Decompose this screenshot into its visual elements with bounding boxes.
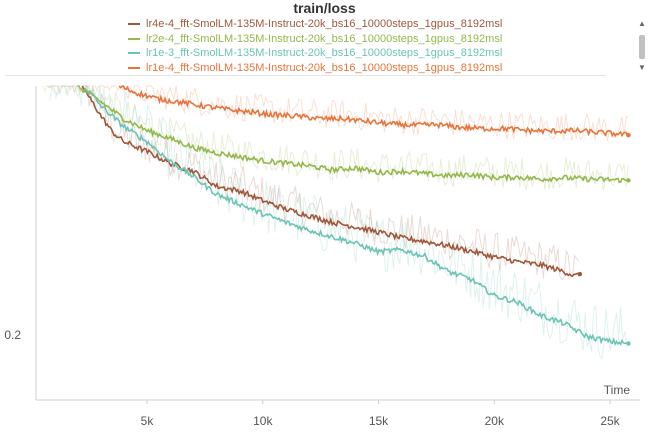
- legend-label: lr2e-4_fft-SmolLM-135M-Instruct-20k_bs16…: [146, 32, 503, 45]
- legend-item[interactable]: lr1e-3_fft-SmolLM-135M-Instruct-20k_bs16…: [128, 46, 502, 61]
- chart-title: train/loss: [293, 0, 356, 16]
- legend-label: lr1e-3_fft-SmolLM-135M-Instruct-20k_bs16…: [146, 47, 503, 60]
- legend-scrollbar[interactable]: ▲ ▼: [637, 20, 649, 74]
- y-tick-label: 0.2: [4, 328, 21, 342]
- raw-series-line: [84, 85, 629, 142]
- smoothed-lines-layer: [77, 85, 631, 347]
- series-end-marker: [626, 341, 631, 346]
- legend-item[interactable]: lr1e-4_fft-SmolLM-135M-Instruct-20k_bs16…: [128, 61, 502, 76]
- legend-item[interactable]: lr4e-4_fft-SmolLM-135M-Instruct-20k_bs16…: [128, 17, 502, 32]
- legend-swatch: [128, 37, 140, 40]
- series-line[interactable]: [77, 85, 628, 184]
- legend-swatch: [128, 52, 140, 55]
- legend: lr4e-4_fft-SmolLM-135M-Instruct-20k_bs16…: [128, 17, 502, 75]
- series-end-marker: [626, 178, 631, 183]
- series-line[interactable]: [83, 87, 628, 347]
- legend-item[interactable]: lr2e-4_fft-SmolLM-135M-Instruct-20k_bs16…: [128, 32, 502, 47]
- raw-noise-layer: [42, 84, 629, 361]
- x-tick-label: 20k: [485, 414, 505, 428]
- series-line[interactable]: [118, 85, 629, 138]
- x-tick-label: 15k: [369, 414, 389, 428]
- x-tick-label: 25k: [600, 414, 620, 428]
- legend-divider: [6, 75, 606, 76]
- raw-series-line: [47, 84, 580, 281]
- legend-swatch: [128, 23, 140, 26]
- scroll-down-icon[interactable]: ▼: [638, 63, 646, 72]
- legend-swatch: [128, 66, 140, 69]
- legend-label: lr4e-4_fft-SmolLM-135M-Instruct-20k_bs16…: [146, 18, 503, 31]
- x-tick-label: 10k: [253, 414, 273, 428]
- tick-layer: 5k 10k 15k 20k 25k 0.2: [4, 328, 620, 428]
- series-line[interactable]: [81, 85, 581, 278]
- legend-label: lr1e-4_fft-SmolLM-135M-Instruct-20k_bs16…: [146, 61, 503, 74]
- scroll-up-icon[interactable]: ▲: [638, 19, 646, 28]
- x-axis-label: Time: [604, 383, 631, 397]
- series-end-marker: [626, 132, 631, 138]
- x-tick-label: 5k: [141, 414, 155, 428]
- raw-series-line: [49, 84, 628, 361]
- series-end-marker: [577, 271, 583, 277]
- scrollbar-thumb[interactable]: [639, 35, 645, 59]
- raw-series-line: [42, 85, 629, 191]
